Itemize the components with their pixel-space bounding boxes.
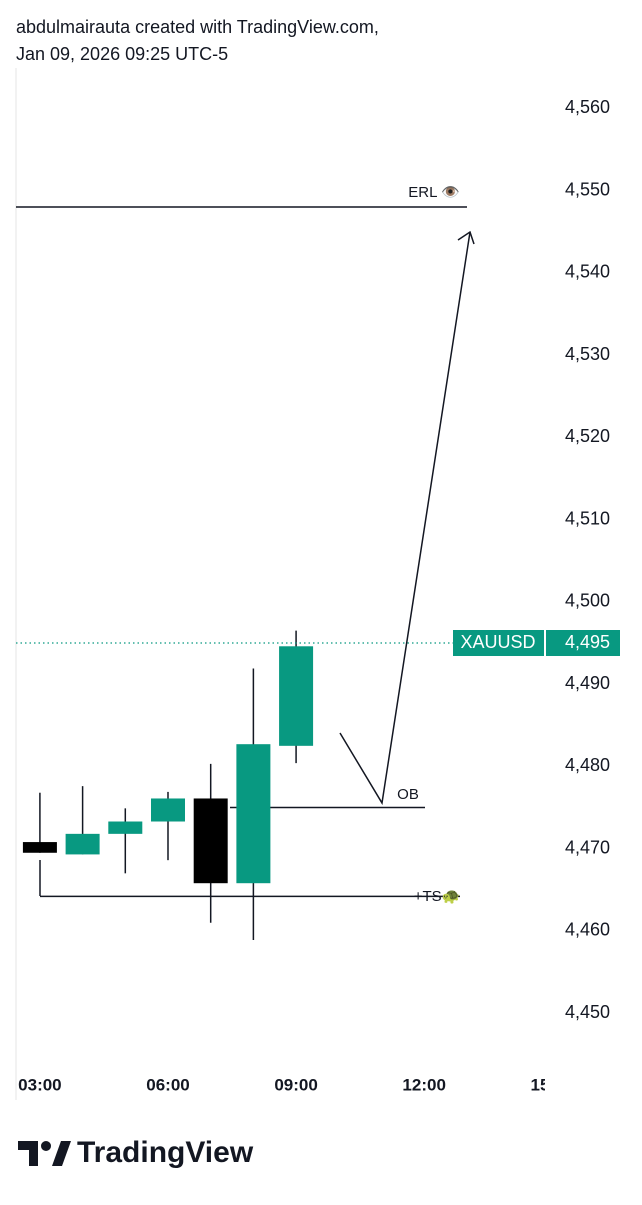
candle-body xyxy=(108,821,143,834)
symbol-label: XAUUSD xyxy=(460,632,535,652)
x-tick-label: 12:00 xyxy=(402,1075,445,1094)
y-tick-label: 4,540 xyxy=(565,262,610,282)
drawing-label: OB xyxy=(397,786,419,803)
brand: TradingView xyxy=(77,1136,254,1169)
candle-body xyxy=(65,833,100,855)
plot: 03:00 06:00 09:00 12:00 15:00 xyxy=(16,206,574,1094)
x-tick-label: 09:00 xyxy=(274,1075,317,1094)
candle-body xyxy=(236,744,271,884)
header-line: abdulmairauta created with TradingView.c… xyxy=(16,17,379,37)
y-tick-label: 4,470 xyxy=(565,837,610,857)
x-tick-label: 15:00 xyxy=(531,1075,574,1094)
last-price-label: 4,495 xyxy=(565,632,610,652)
y-tick-label: 4,480 xyxy=(565,755,610,775)
y-tick-label: 4,510 xyxy=(565,508,610,528)
price-badge xyxy=(546,630,620,657)
x-tick-label: 03:00 xyxy=(18,1075,61,1094)
drawing-label: +TS🐢 xyxy=(414,888,461,905)
arrow-head xyxy=(457,230,475,245)
candle-body xyxy=(150,798,185,822)
y-tick-label: 4,530 xyxy=(565,344,610,364)
y-tick-label: 4,450 xyxy=(565,1002,610,1022)
drawing-label: ERL 👁️ xyxy=(408,184,459,201)
y-tick-label: 4,550 xyxy=(565,179,610,199)
logo xyxy=(18,1141,71,1166)
candle-body xyxy=(279,646,314,746)
symbol-badge xyxy=(453,630,544,657)
x-tick-label: 06:00 xyxy=(146,1075,189,1094)
candle-body xyxy=(193,798,228,884)
y-tick-label: 4,560 xyxy=(565,97,610,117)
header-line: Jan 09, 2026 09:25 UTC-5 xyxy=(16,44,228,64)
y-tick-label: 4,490 xyxy=(565,673,610,693)
y-tick-label: 4,520 xyxy=(565,426,610,446)
arrow xyxy=(339,231,471,806)
y-tick-label: 4,500 xyxy=(565,591,610,611)
candle-body xyxy=(22,842,57,853)
y-tick-label: 4,460 xyxy=(565,920,610,940)
